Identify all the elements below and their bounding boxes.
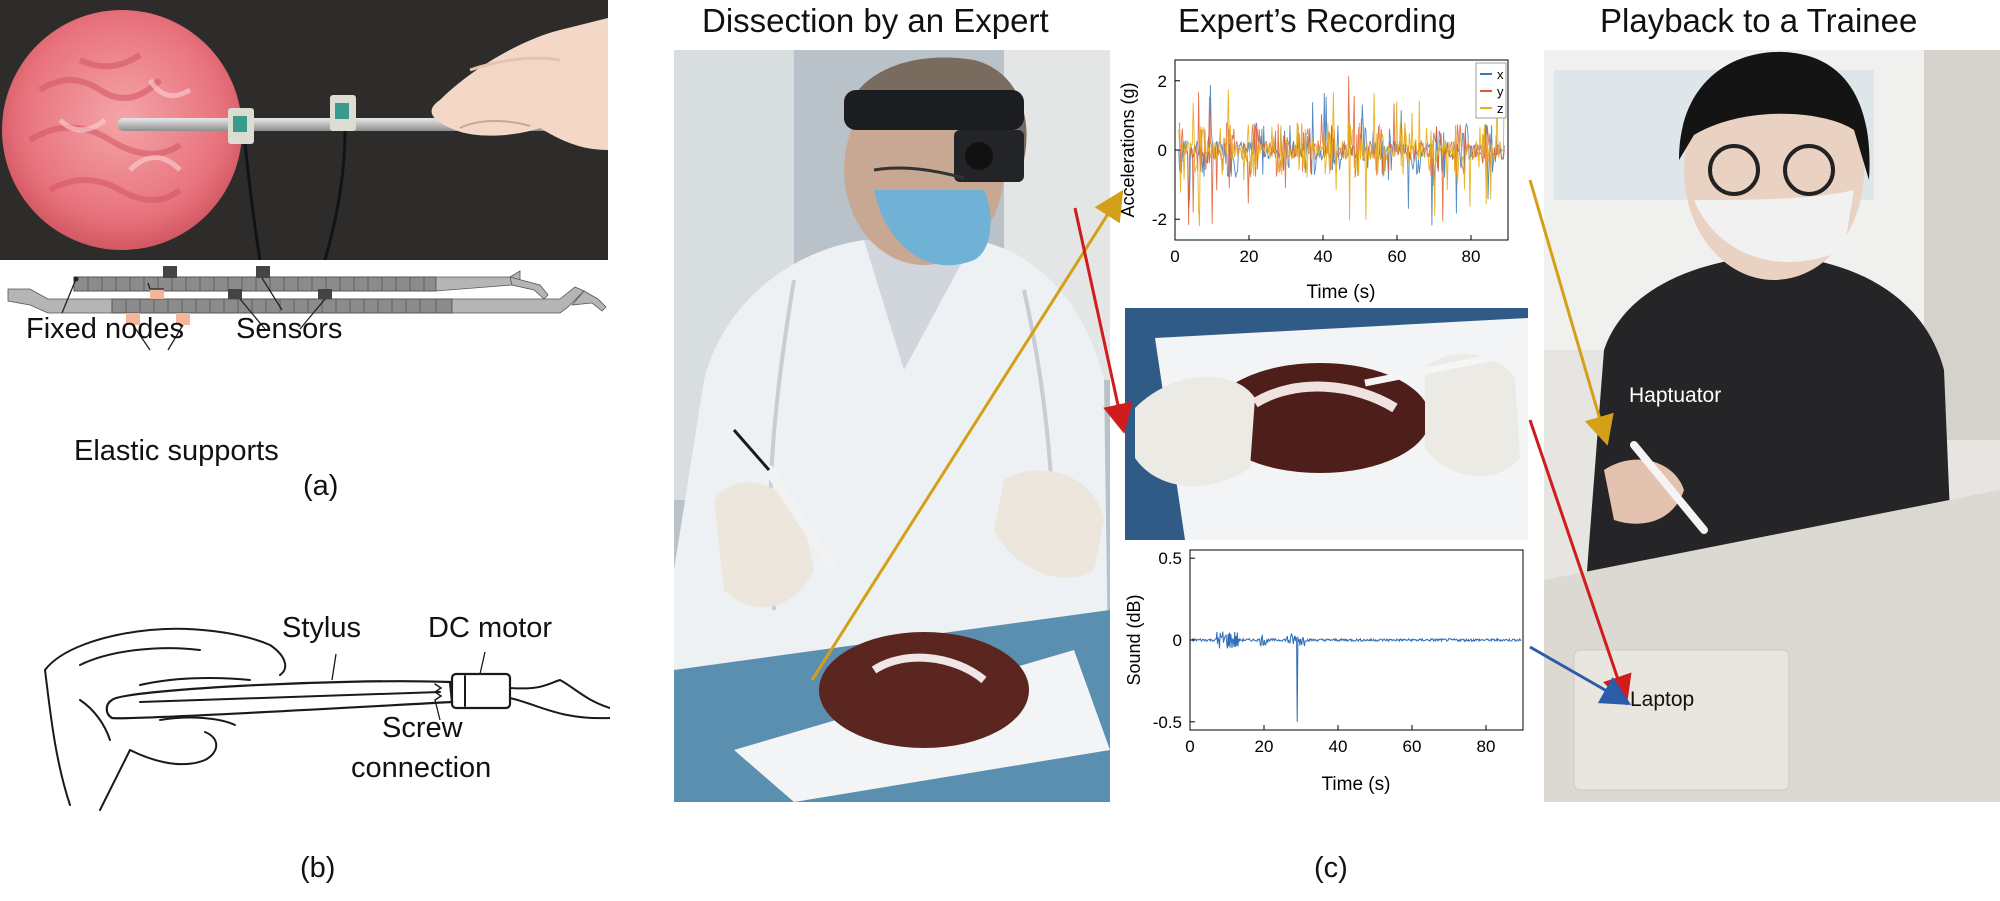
beam-model-diagram xyxy=(7,266,607,351)
acceleration-ylabel: Accelerations (g) xyxy=(1118,82,1138,217)
x-tick-label: 80 xyxy=(1462,247,1481,266)
sound-signal-lines xyxy=(1191,631,1522,722)
label-dc-motor: DC motor xyxy=(428,612,553,644)
legend-label-z: z xyxy=(1497,101,1504,116)
stylus-sketch xyxy=(44,627,610,811)
y-tick-label: -0.5 xyxy=(1153,713,1182,732)
x-tick-label: 40 xyxy=(1314,247,1333,266)
caption-a: (a) xyxy=(303,470,339,502)
x-tick-label: 20 xyxy=(1240,247,1259,266)
beam-lower xyxy=(7,286,607,325)
fixed-node-block xyxy=(150,289,164,299)
acceleration-chart: 0 20 40 60 80-202 xyz Time (s) Accelerations… xyxy=(1118,59,1509,303)
acceleration-xlabel: Time (s) xyxy=(1307,282,1376,303)
sound-ylabel: Sound (dB) xyxy=(1124,594,1144,685)
panel-b: Stylus DC motor Screw connection (b) xyxy=(0,590,610,900)
label-laptop: Laptop xyxy=(1630,688,1695,711)
title-dissection: Dissection by an Expert xyxy=(702,2,1049,39)
x-tick-label: 0 xyxy=(1170,247,1179,266)
label-screw: Screw xyxy=(382,712,463,744)
caption-c: (c) xyxy=(1314,852,1348,884)
acceleration-series-x xyxy=(1178,84,1505,226)
arrow-sound-to-laptop xyxy=(1529,645,1632,705)
acceleration-axes: 0 20 40 60 80-202 xyxy=(1152,72,1481,266)
arrow-camera-to-video xyxy=(1073,207,1133,434)
y-tick-label: 0 xyxy=(1173,631,1182,650)
label-fixed-nodes: Fixed nodes xyxy=(26,313,184,345)
brain-phantom-photo xyxy=(0,0,608,260)
x-tick-label: 40 xyxy=(1329,737,1348,756)
title-playback: Playback to a Trainee xyxy=(1600,2,1918,39)
legend-label-x: x xyxy=(1497,67,1504,82)
x-tick-label: 80 xyxy=(1477,737,1496,756)
acceleration-signal-lines xyxy=(1178,75,1505,227)
acceleration-series-z xyxy=(1178,88,1505,227)
y-tick-label: 0 xyxy=(1158,141,1167,160)
title-recording: Expert’s Recording xyxy=(1178,2,1457,39)
sensor-block xyxy=(163,266,177,278)
label-connection: connection xyxy=(351,752,492,784)
y-tick-label: 2 xyxy=(1158,72,1167,91)
x-tick-label: 20 xyxy=(1255,737,1274,756)
sensor-block xyxy=(228,289,242,299)
label-stylus: Stylus xyxy=(282,612,361,644)
recording-video-frame xyxy=(1125,308,1528,540)
x-tick-label: 0 xyxy=(1185,737,1194,756)
legend-label-y: y xyxy=(1497,84,1504,99)
sound-xlabel: Time (s) xyxy=(1322,774,1391,795)
trainee-playback-photo xyxy=(1544,50,2000,802)
label-haptuator: Haptuator xyxy=(1629,384,1722,407)
elastic-support xyxy=(176,313,190,325)
arrow-acceleration-to-chart xyxy=(810,189,1124,681)
panel-a: Fixed nodes Sensors Elastic supports (a) xyxy=(0,0,610,520)
hand xyxy=(431,18,608,150)
sensor-block xyxy=(318,289,332,299)
arrow-chart-to-haptuator xyxy=(1528,179,1614,446)
y-tick-label: 0.5 xyxy=(1158,549,1182,568)
label-sensors: Sensors xyxy=(236,313,343,345)
x-tick-label: 60 xyxy=(1388,247,1407,266)
caption-b: (b) xyxy=(300,852,336,884)
sound-axes: 0 20 40 60 80-0.500.5 xyxy=(1153,549,1496,756)
sound-series xyxy=(1191,631,1522,722)
arrow-video-to-laptop xyxy=(1528,419,1632,706)
label-elastic-supports: Elastic supports xyxy=(74,435,279,467)
elastic-support xyxy=(126,313,140,325)
sensor-block xyxy=(256,266,270,278)
sound-chart: 0 20 40 60 80-0.500.5 Time (s) Sound (dB) xyxy=(1124,549,1524,795)
y-tick-label: -2 xyxy=(1152,210,1167,229)
acceleration-series-y xyxy=(1178,75,1505,226)
x-tick-label: 60 xyxy=(1403,737,1422,756)
